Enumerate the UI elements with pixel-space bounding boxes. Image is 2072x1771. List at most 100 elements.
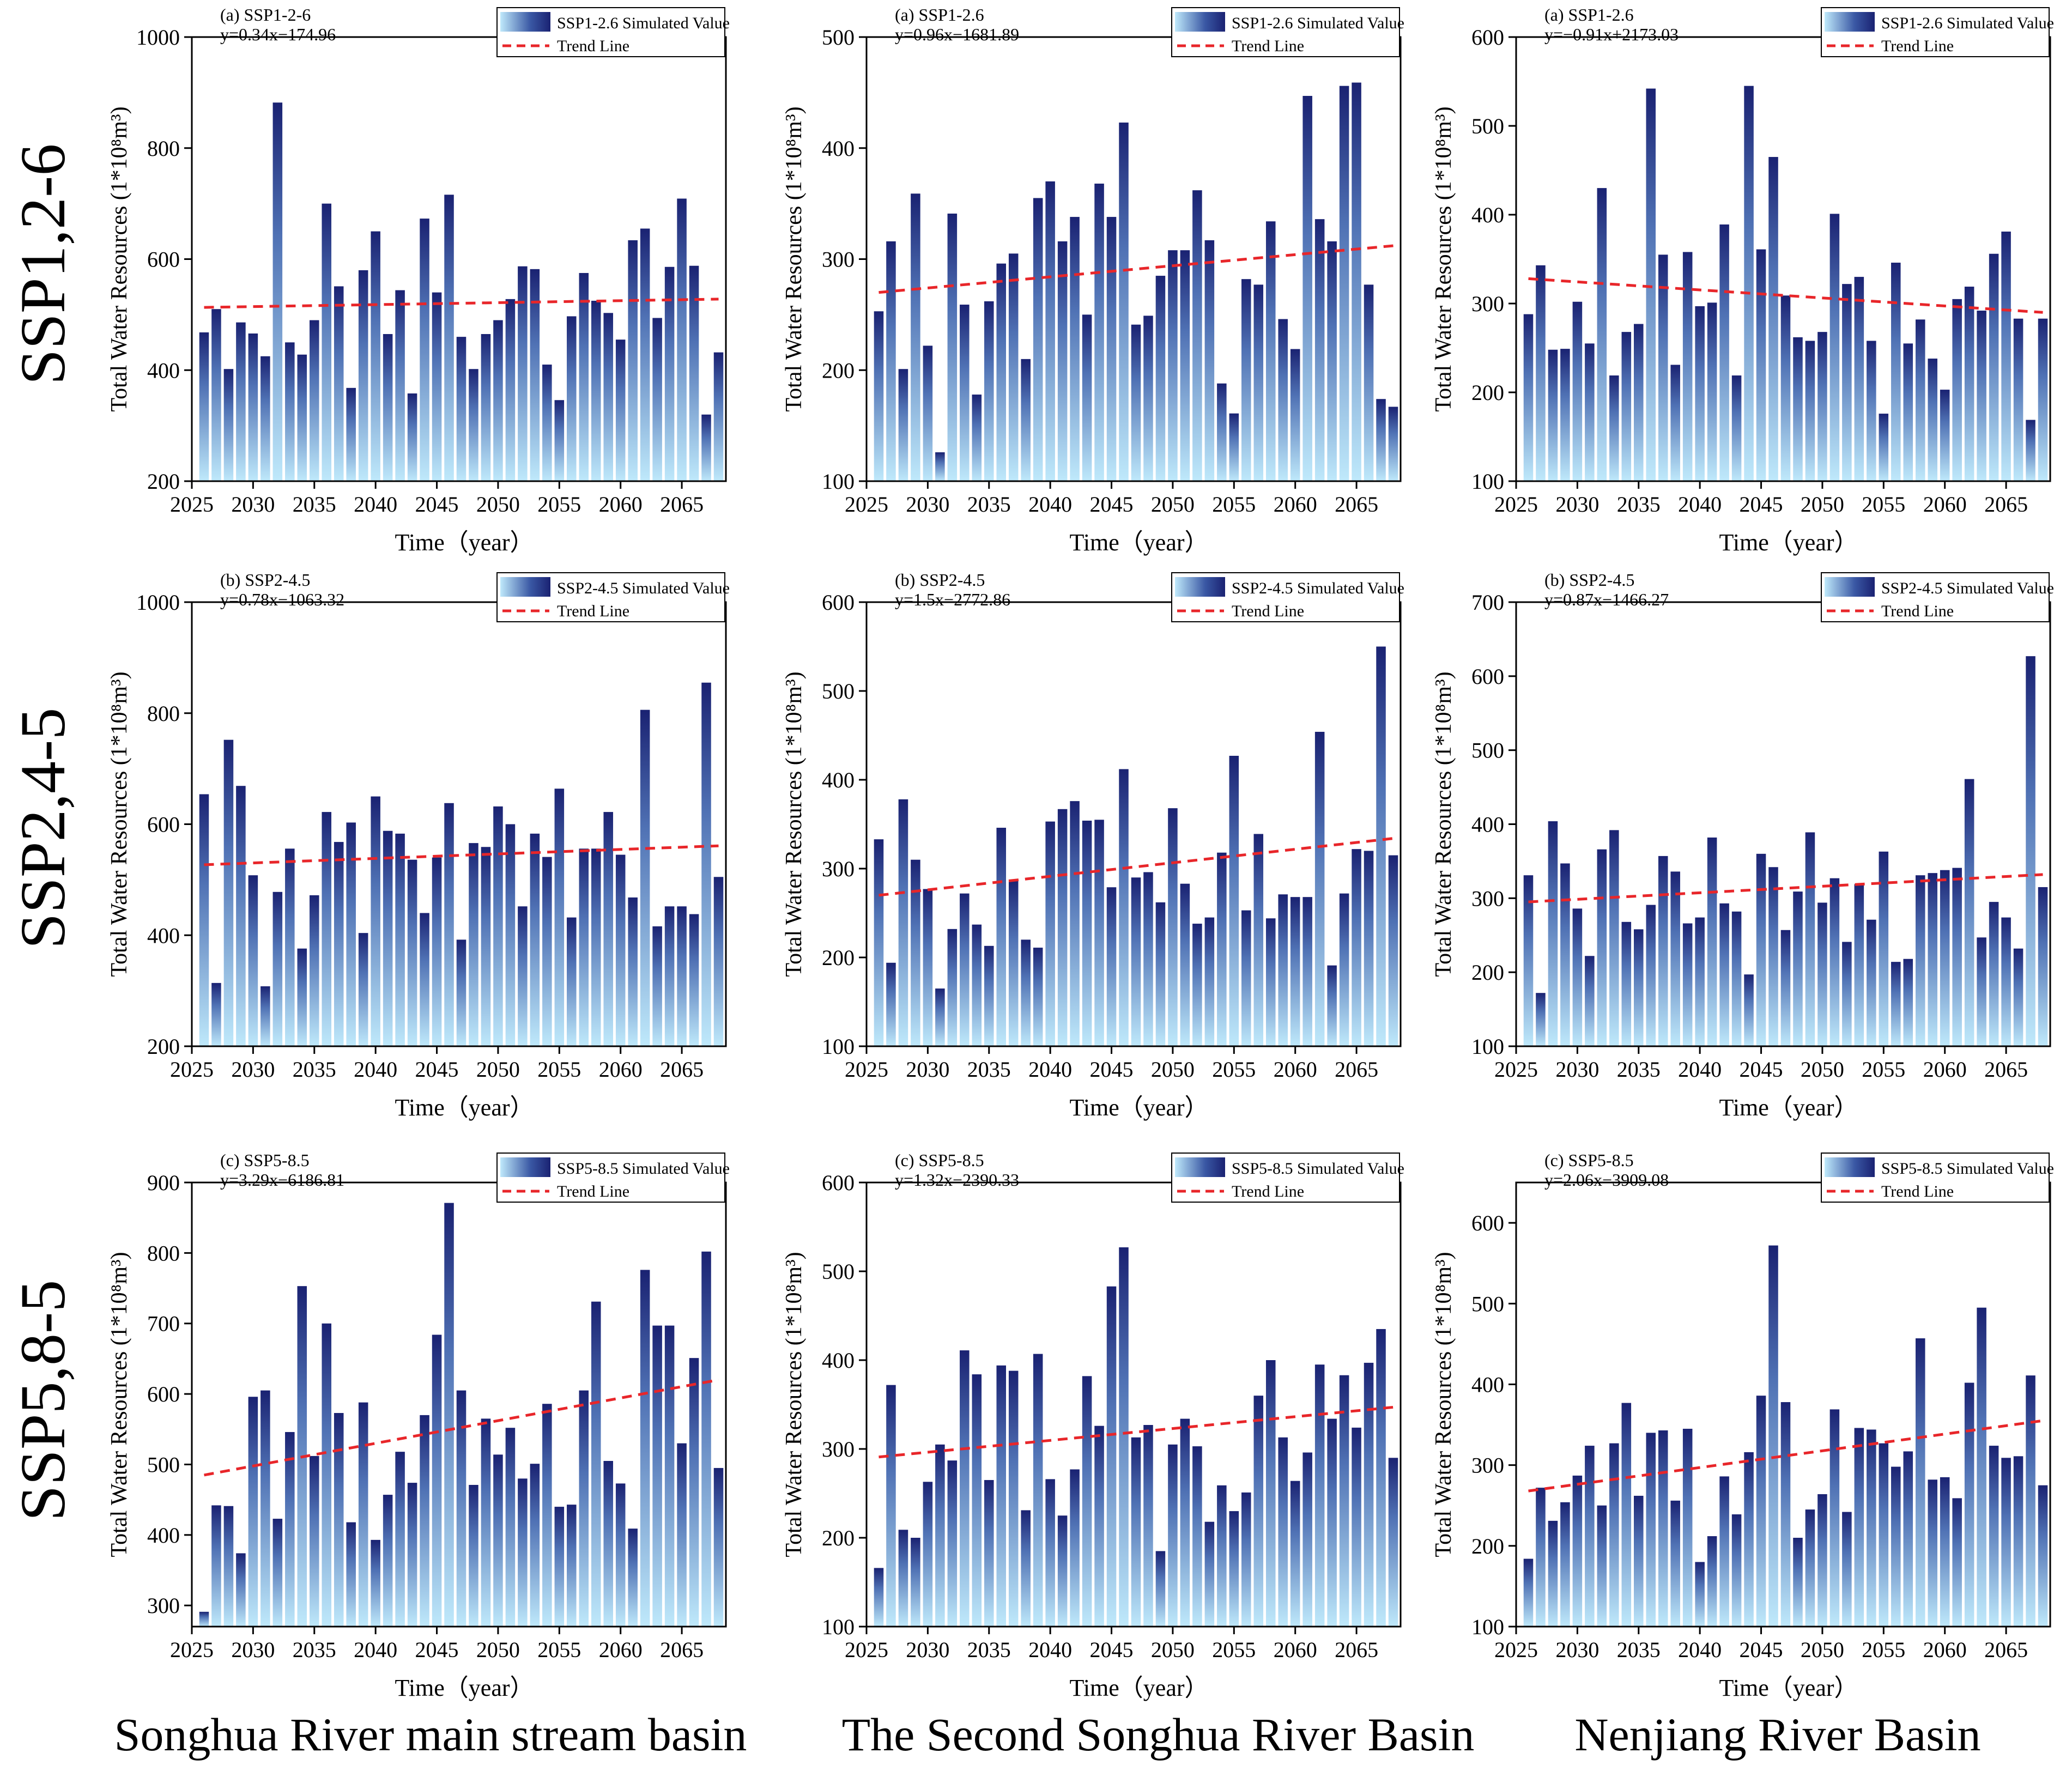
x-tick-label: 2030 [1555,492,1599,517]
trend-equation: y=−0.91x+2173.03 [1544,25,1679,44]
bar [407,859,417,1046]
bar [1290,349,1300,481]
bar [1609,375,1619,481]
x-tick-label: 2040 [1678,1057,1722,1082]
x-tick-label: 2050 [1151,1637,1195,1662]
bar [248,1397,258,1627]
bar [713,1467,724,1627]
trend-line [1528,1419,2043,1493]
bar [1829,878,1840,1046]
legend-trend-label: Trend Line [1232,1182,1304,1200]
bar [223,739,234,1046]
bar [1536,1488,1546,1627]
legend-swatch-bar [1825,577,1875,597]
y-axis-label: Total Water Resources (1*10⁸m³) [781,671,807,977]
bar [1731,1514,1742,1627]
x-tick-label: 2035 [293,1637,336,1662]
bar [432,292,442,482]
bar [1964,287,1974,481]
bar [1768,157,1778,481]
trend-equation: y=0.34x−174.96 [220,25,336,44]
legend: SSP2-4.5 Simulated Value Trend Line [1821,572,2054,622]
bar [911,1538,920,1627]
bar [1964,779,1974,1046]
y-tick-label: 300 [822,857,855,881]
x-tick-label: 2050 [476,492,520,517]
bar [1634,929,1644,1046]
bar [2001,231,2011,481]
bar [469,369,478,481]
x-tick-label: 2055 [537,1637,581,1662]
y-tick-label: 300 [1471,886,1504,911]
x-tick-label: 2035 [967,492,1011,517]
bar [1670,365,1680,481]
bar [1388,855,1398,1046]
bar [395,833,405,1046]
x-axis-label: Time（year） [1719,1675,1858,1701]
legend-trend-label: Trend Line [557,37,629,55]
bar [1829,1409,1840,1627]
bar [248,875,258,1046]
bar [554,1507,565,1627]
bar [1719,1476,1729,1627]
y-tick-label: 200 [147,469,180,494]
bar [395,290,405,481]
bar [874,839,884,1046]
bar [1903,1451,1913,1627]
panel-label: (c) SSP5-8.5 [895,1150,984,1170]
bar [444,195,454,481]
bar [640,709,650,1046]
bar [1278,319,1288,481]
bar [199,1611,209,1627]
y-axis-label: Total Water Resources (1*10⁸m³) [107,1252,132,1557]
x-tick-label: 2060 [1274,1637,1317,1662]
bar [432,857,442,1047]
bar [984,1480,994,1627]
bar [1180,250,1190,481]
bar [1621,1403,1632,1627]
bar [615,854,626,1046]
y-axis-label: Total Water Resources (1*10⁸m³) [1431,1252,1456,1557]
bar [1143,316,1153,481]
y-axis-label: Total Water Resources (1*10⁸m³) [781,1252,807,1557]
bar [1609,1443,1619,1627]
y-tick-label: 300 [1471,1453,1504,1478]
bar [947,1460,958,1627]
trend-line [879,244,1394,294]
x-tick-label: 2065 [660,492,704,517]
bar [1523,314,1534,481]
bar [1977,1307,1986,1627]
plot-frame [191,1181,727,1628]
x-tick-label: 2035 [1617,1637,1661,1662]
bar [1572,1475,1583,1627]
y-tick-label: 700 [147,1312,180,1336]
chart-panels: 200 400 600 800 1000 2025 2030 2035 2040 2045 2050… [107,5,2054,1701]
bar [1989,1446,1999,1627]
y-tick-label: 500 [822,25,855,50]
bar [395,1452,405,1627]
x-tick-label: 2040 [354,1637,397,1662]
bar [567,917,577,1046]
bar [1217,383,1227,481]
bar [420,1415,429,1627]
chart-panel-3: 100 200 300 400 500 600 2025 2030 2035 2040 2045 20… [1431,5,2054,556]
bar [1302,897,1312,1046]
bar [481,334,491,481]
bar [591,848,601,1046]
bar [1989,902,1999,1047]
y-tick-label: 500 [822,679,855,703]
bar [383,1495,393,1627]
bar [1548,349,1558,481]
x-tick-label: 2055 [1862,492,1905,517]
bar [493,320,503,481]
x-tick-label: 2045 [415,1057,459,1082]
x-axis-label: Time（year） [395,1094,534,1121]
x-tick-label: 2040 [1028,1057,1072,1082]
bar [1021,939,1031,1046]
bar [1658,1430,1668,1627]
trend-line [1528,873,2043,903]
bar [886,1385,896,1627]
trend-equation: y=3.29x−6186.81 [220,1170,344,1190]
x-tick-label: 2030 [231,1057,275,1082]
legend-box [1821,1153,2050,1203]
